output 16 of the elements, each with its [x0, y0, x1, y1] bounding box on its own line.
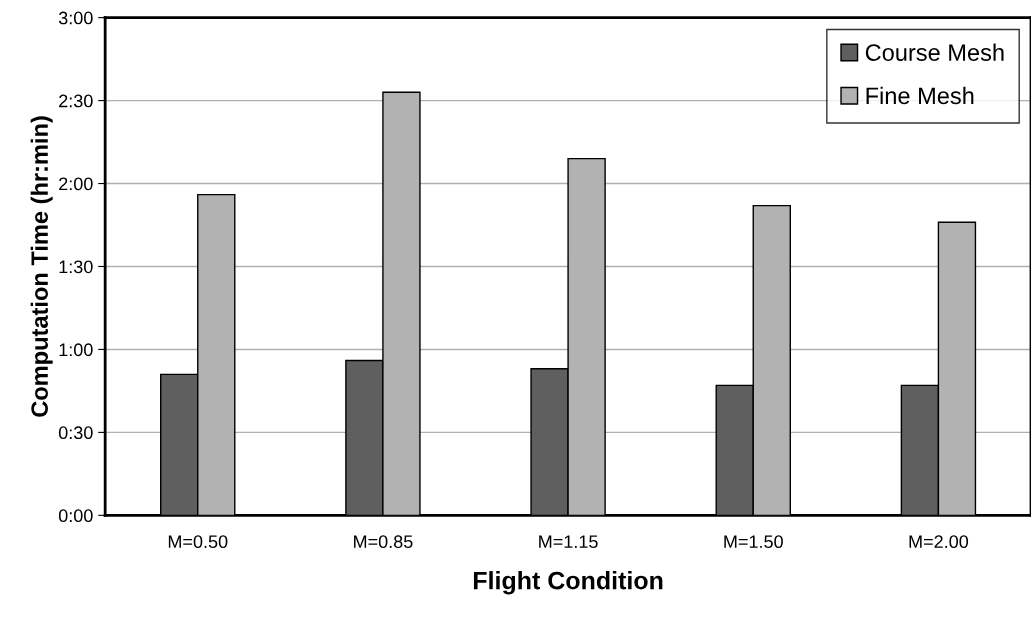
legend-label: Course Mesh	[865, 43, 1004, 61]
y-tick-label: 2:30	[59, 94, 93, 108]
x-tick-label: M=0.85	[354, 535, 413, 549]
x-tick-label: M=0.50	[168, 535, 228, 549]
x-tick-label: M=1.15	[539, 535, 598, 549]
y-tick-label: 3:00	[58, 11, 93, 25]
y-tick-label: 0:00	[58, 509, 93, 523]
y-tick-label: 2:00	[59, 177, 93, 191]
x-tick-label: M=2.00	[909, 535, 969, 549]
y-axis-title: Computation Time (hr:min)	[30, 116, 53, 417]
y-tick-label: 1:00	[59, 343, 93, 357]
y-tick-label: 1:30	[59, 260, 93, 274]
x-tick-label: M=1.50	[724, 535, 783, 549]
x-axis-title: Flight Condition	[473, 571, 663, 595]
legend-label: Fine Mesh	[866, 86, 974, 105]
y-tick-label: 0:30	[58, 426, 93, 440]
